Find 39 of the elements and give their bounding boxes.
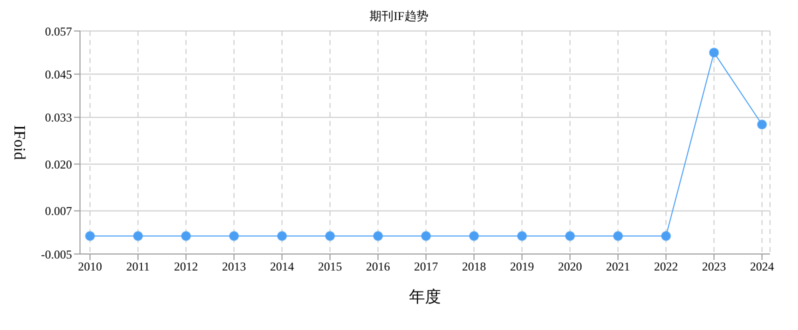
point — [181, 231, 191, 242]
x-tick-label: 2022 — [654, 260, 678, 274]
x-tick-label: 2019 — [510, 260, 534, 274]
point — [325, 231, 335, 242]
x-tick-label: 2013 — [222, 260, 246, 274]
point — [661, 231, 671, 242]
y-tick-label: -0.005 — [41, 247, 72, 262]
point — [613, 231, 623, 242]
x-tick-label: 2010 — [78, 260, 102, 274]
x-tick-label: 2018 — [462, 260, 486, 274]
x-tick-label: 2016 — [366, 260, 390, 274]
point — [421, 231, 431, 242]
x-tick-label: 2020 — [558, 260, 582, 274]
point — [277, 231, 287, 242]
x-tick-label: 2017 — [414, 260, 438, 274]
point — [133, 231, 143, 242]
x-tick-label: 2011 — [126, 260, 150, 274]
x-tick-label: 2023 — [702, 260, 726, 274]
x-tick-label: 2024 — [750, 260, 774, 274]
y-tick-label: 0.033 — [45, 110, 72, 125]
point — [517, 231, 527, 242]
x-tick-label: 2012 — [174, 260, 198, 274]
point — [565, 231, 575, 242]
x-axis-title: 年度 — [409, 288, 441, 306]
x-tick-label: 2014 — [270, 260, 294, 274]
y-tick-label: 0.045 — [45, 67, 72, 82]
x-tick-label: 2021 — [606, 260, 630, 274]
point — [709, 48, 719, 58]
y-tick-label: 0.007 — [45, 204, 72, 218]
point — [373, 231, 383, 242]
y-tick-label: 0.057 — [45, 24, 72, 38]
y-axis-title: IFoid — [10, 125, 28, 160]
x-tick-label: 2015 — [318, 260, 342, 274]
point — [469, 231, 479, 242]
point — [757, 120, 767, 130]
chart-title: 期刊IF趋势 — [368, 8, 430, 25]
y-tick-label: 0.020 — [45, 157, 72, 172]
point — [229, 231, 239, 242]
point — [85, 231, 95, 242]
